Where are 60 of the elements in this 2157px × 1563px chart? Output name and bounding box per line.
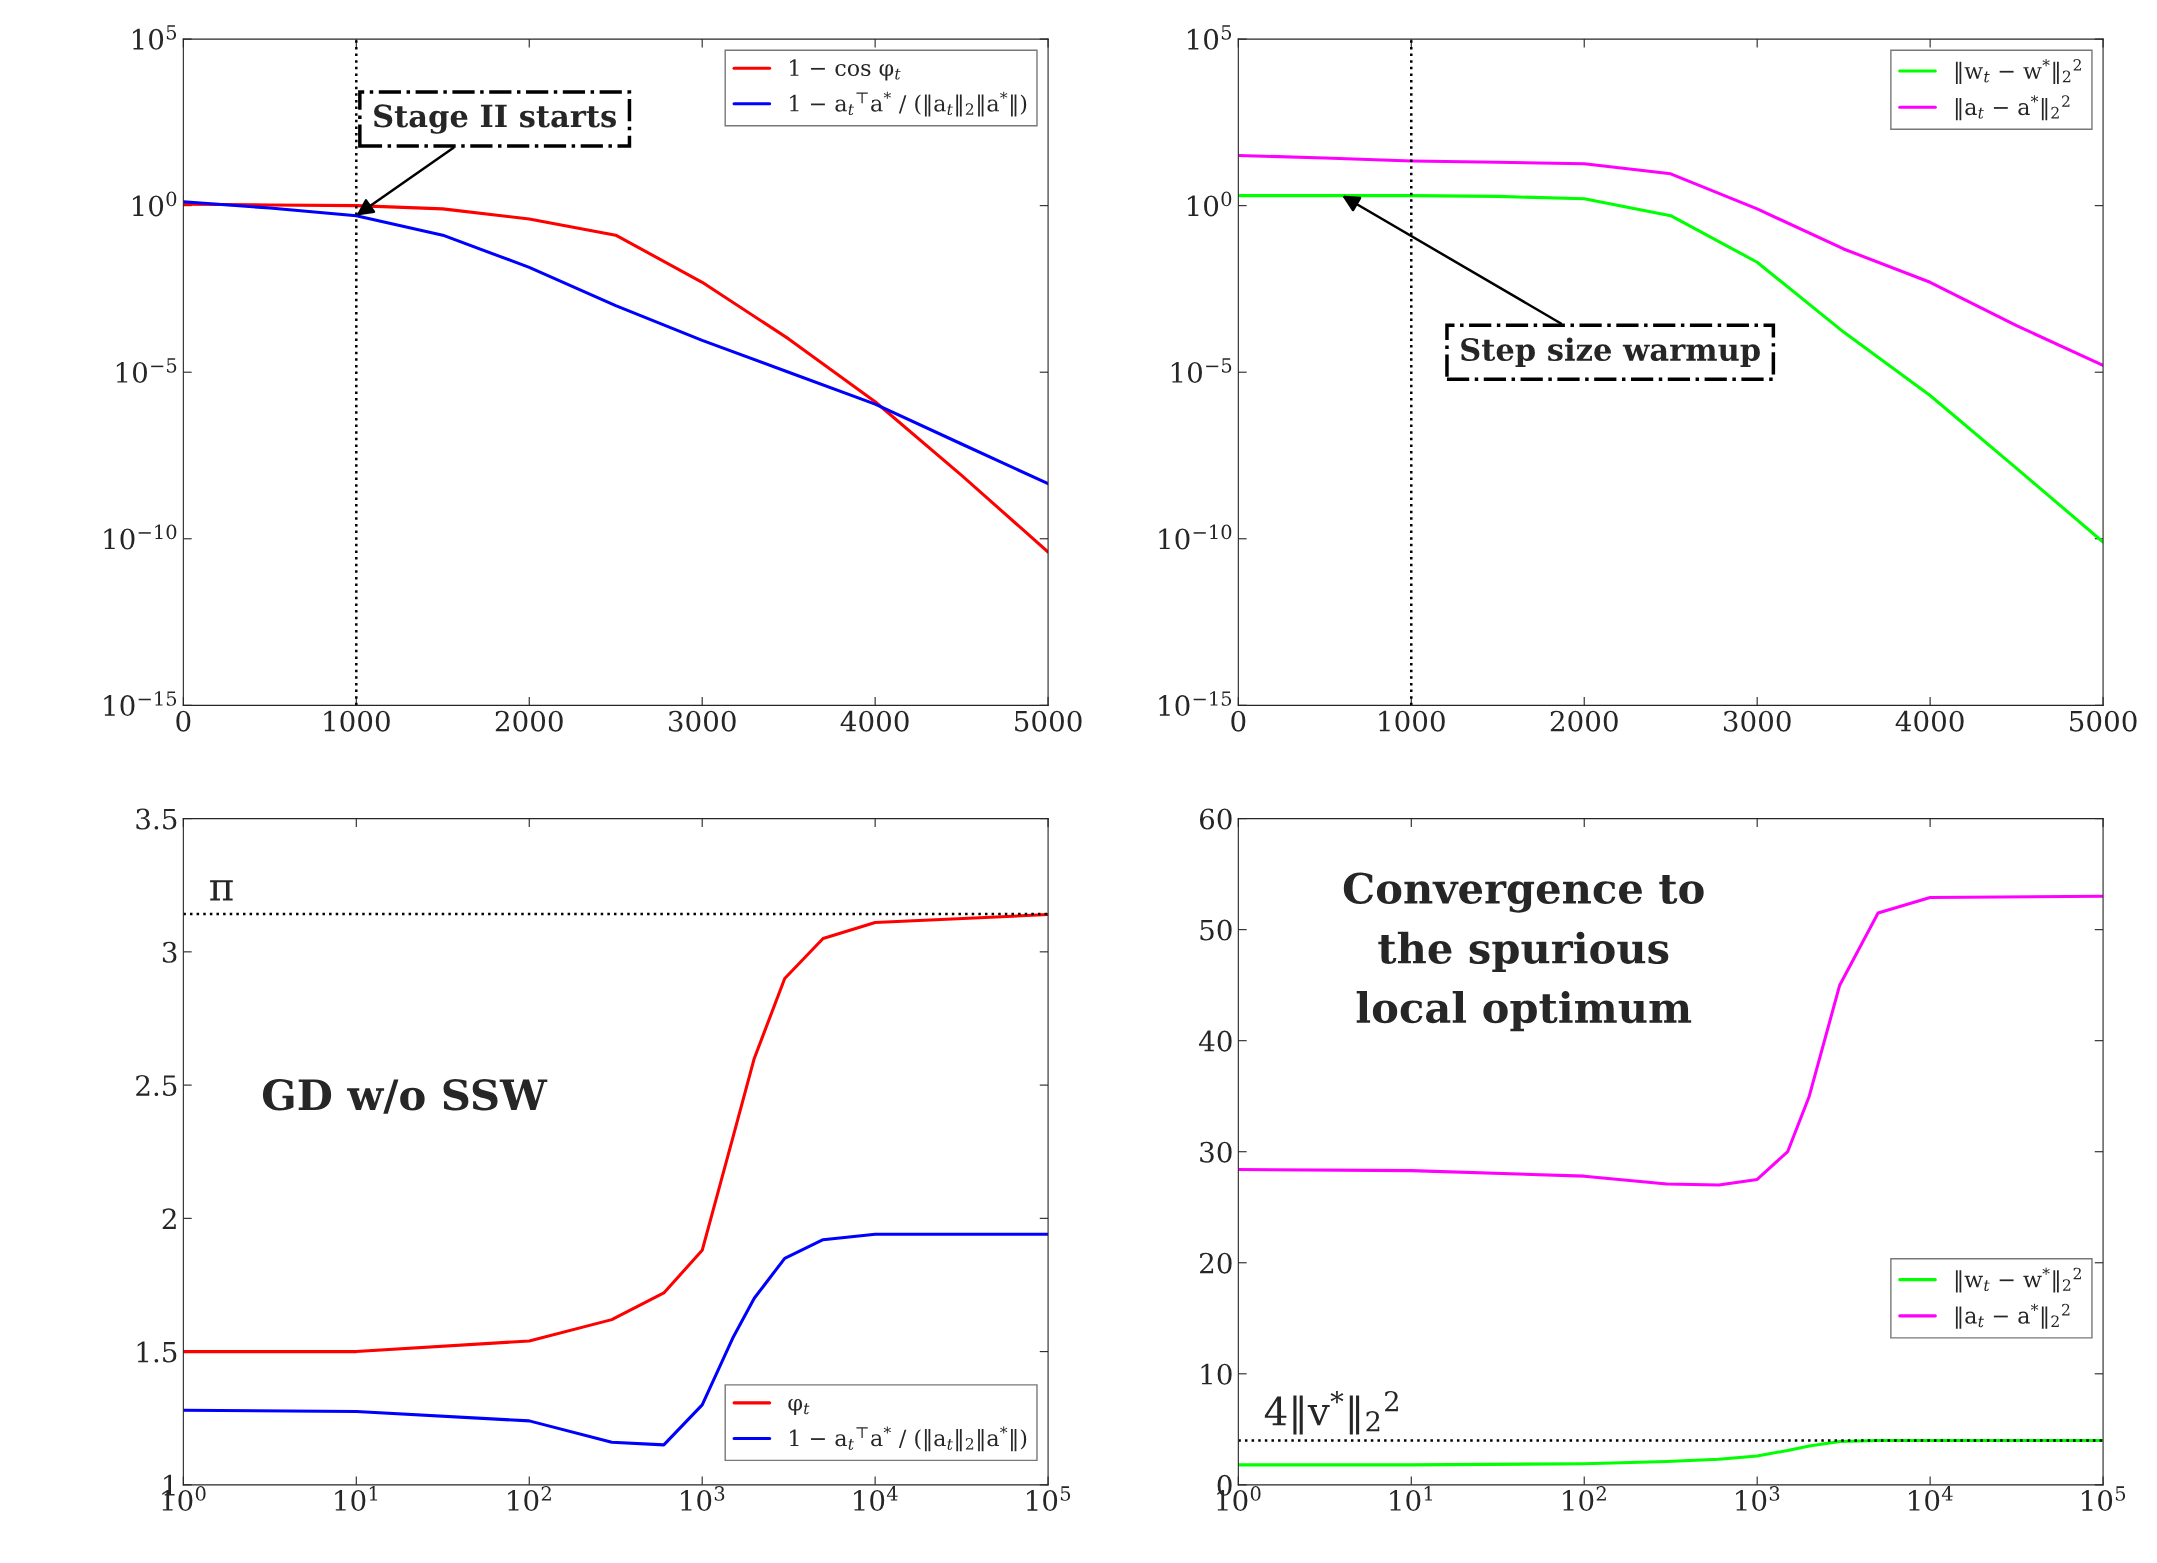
line-series (1238, 153, 2104, 367)
y-tick-label: 10$^{−5}$ (1171, 358, 1232, 383)
y-tick-label: 1.5 (137, 1341, 177, 1363)
x-tick-label: 1000 (1379, 710, 1445, 732)
legend-label: φ$_{t}$ (788, 1398, 810, 1416)
legend-label: ‖a$_{t}$ − a$^{*}$‖$_{2}$$^{2}$ (1955, 95, 2070, 121)
y-tick-label: 10 (1201, 1363, 1232, 1385)
x-tick-label: 10$^{4}$ (1909, 1486, 1953, 1512)
y-tick-label: 50 (1200, 919, 1232, 941)
x-tick-label: 10$^{5}$ (2082, 1486, 2126, 1512)
x-tick-label: 4000 (840, 710, 909, 732)
y-tick-label: 10$^{5}$ (1187, 25, 1232, 50)
x-tick-label: 3000 (668, 710, 736, 732)
x-tick-label: 10$^{3}$ (681, 1486, 725, 1512)
legend-label: ‖a$_{t}$ − a$^{*}$‖$_{2}$$^{2}$ (1955, 1303, 2070, 1329)
y-tick-label: 60 (1199, 808, 1232, 830)
legend-label: 1 − cos φ$_{t}$ (790, 59, 901, 81)
x-tick-label: 5000 (2070, 710, 2137, 732)
x-tick-label: 10$^{5}$ (1027, 1486, 1071, 1512)
annotation: Step size warmup (1461, 337, 1760, 367)
text: 1 − a$_{t}$$^{⊤}$a$^{*}$ / (‖a$_{t}$‖$_{2}$‖a$^{*}$‖) (790, 1426, 1027, 1452)
annotation: Convergence to the spurious local optimum (1343, 872, 1704, 1032)
y-tick-label: 10$^{−10}$ (104, 524, 177, 550)
ref-line-label: 4‖v$^{*}$‖$_{2}$$^{2}$ (1264, 1390, 1398, 1435)
x-tick-label: 1000 (324, 710, 390, 732)
x-tick-label: 0 (176, 710, 191, 732)
y-tick-label: 10$^{0}$ (132, 191, 177, 217)
y-tick-label: 30 (1200, 1141, 1232, 1163)
y-tick-label: 20 (1200, 1252, 1232, 1274)
annotation: GD w/o SSW (262, 1078, 548, 1114)
y-tick-label: 10$^{−15}$ (104, 691, 177, 717)
x-tick-label: 5000 (1015, 710, 1082, 732)
x-tick-label: 2000 (495, 710, 563, 732)
annotation: Stage II starts (374, 104, 616, 134)
y-tick-label: 10$^{5}$ (132, 25, 177, 50)
ref-line-label: π (210, 880, 233, 901)
x-tick-label: 10$^{3}$ (1736, 1486, 1780, 1512)
y-tick-label: 10$^{−15}$ (1159, 691, 1232, 717)
x-tick-label: 10$^{4}$ (854, 1486, 898, 1512)
line-series (1238, 194, 2104, 544)
y-tick-label: 2 (162, 1208, 176, 1229)
legend-label: ‖w$_{t}$ − w$^{*}$‖$_{2}$$^{2}$ (1955, 1267, 2081, 1293)
x-tick-label: 10$^{2}$ (508, 1486, 551, 1512)
x-tick-label: 10$^{2}$ (1563, 1486, 1606, 1512)
y-tick-label: 3.5 (136, 808, 177, 830)
x-tick-label: 4000 (1895, 710, 1964, 732)
y-tick-label: 10$^{0}$ (1187, 191, 1232, 217)
x-tick-label: 10$^{1}$ (1390, 1486, 1433, 1512)
x-tick-label: 10$^{1}$ (335, 1486, 378, 1512)
x-tick-label: 2000 (1550, 710, 1618, 732)
y-tick-label: 10$^{−5}$ (116, 358, 177, 383)
text: 1 − a$_{t}$$^{⊤}$a$^{*}$ / (‖a$_{t}$‖$_{2}$‖a$^{*}$‖) (790, 91, 1027, 117)
x-tick-label: 0 (1231, 710, 1246, 732)
legend-label: ‖w$_{t}$ − w$^{*}$‖$_{2}$$^{2}$ (1955, 59, 2081, 84)
line-series (183, 200, 1049, 486)
y-tick-label: 3 (162, 941, 177, 963)
y-tick-label: 40 (1198, 1030, 1232, 1052)
y-tick-label: 2.5 (136, 1075, 177, 1097)
y-tick-label: 10$^{−10}$ (1159, 524, 1232, 550)
x-tick-label: 3000 (1723, 710, 1791, 732)
